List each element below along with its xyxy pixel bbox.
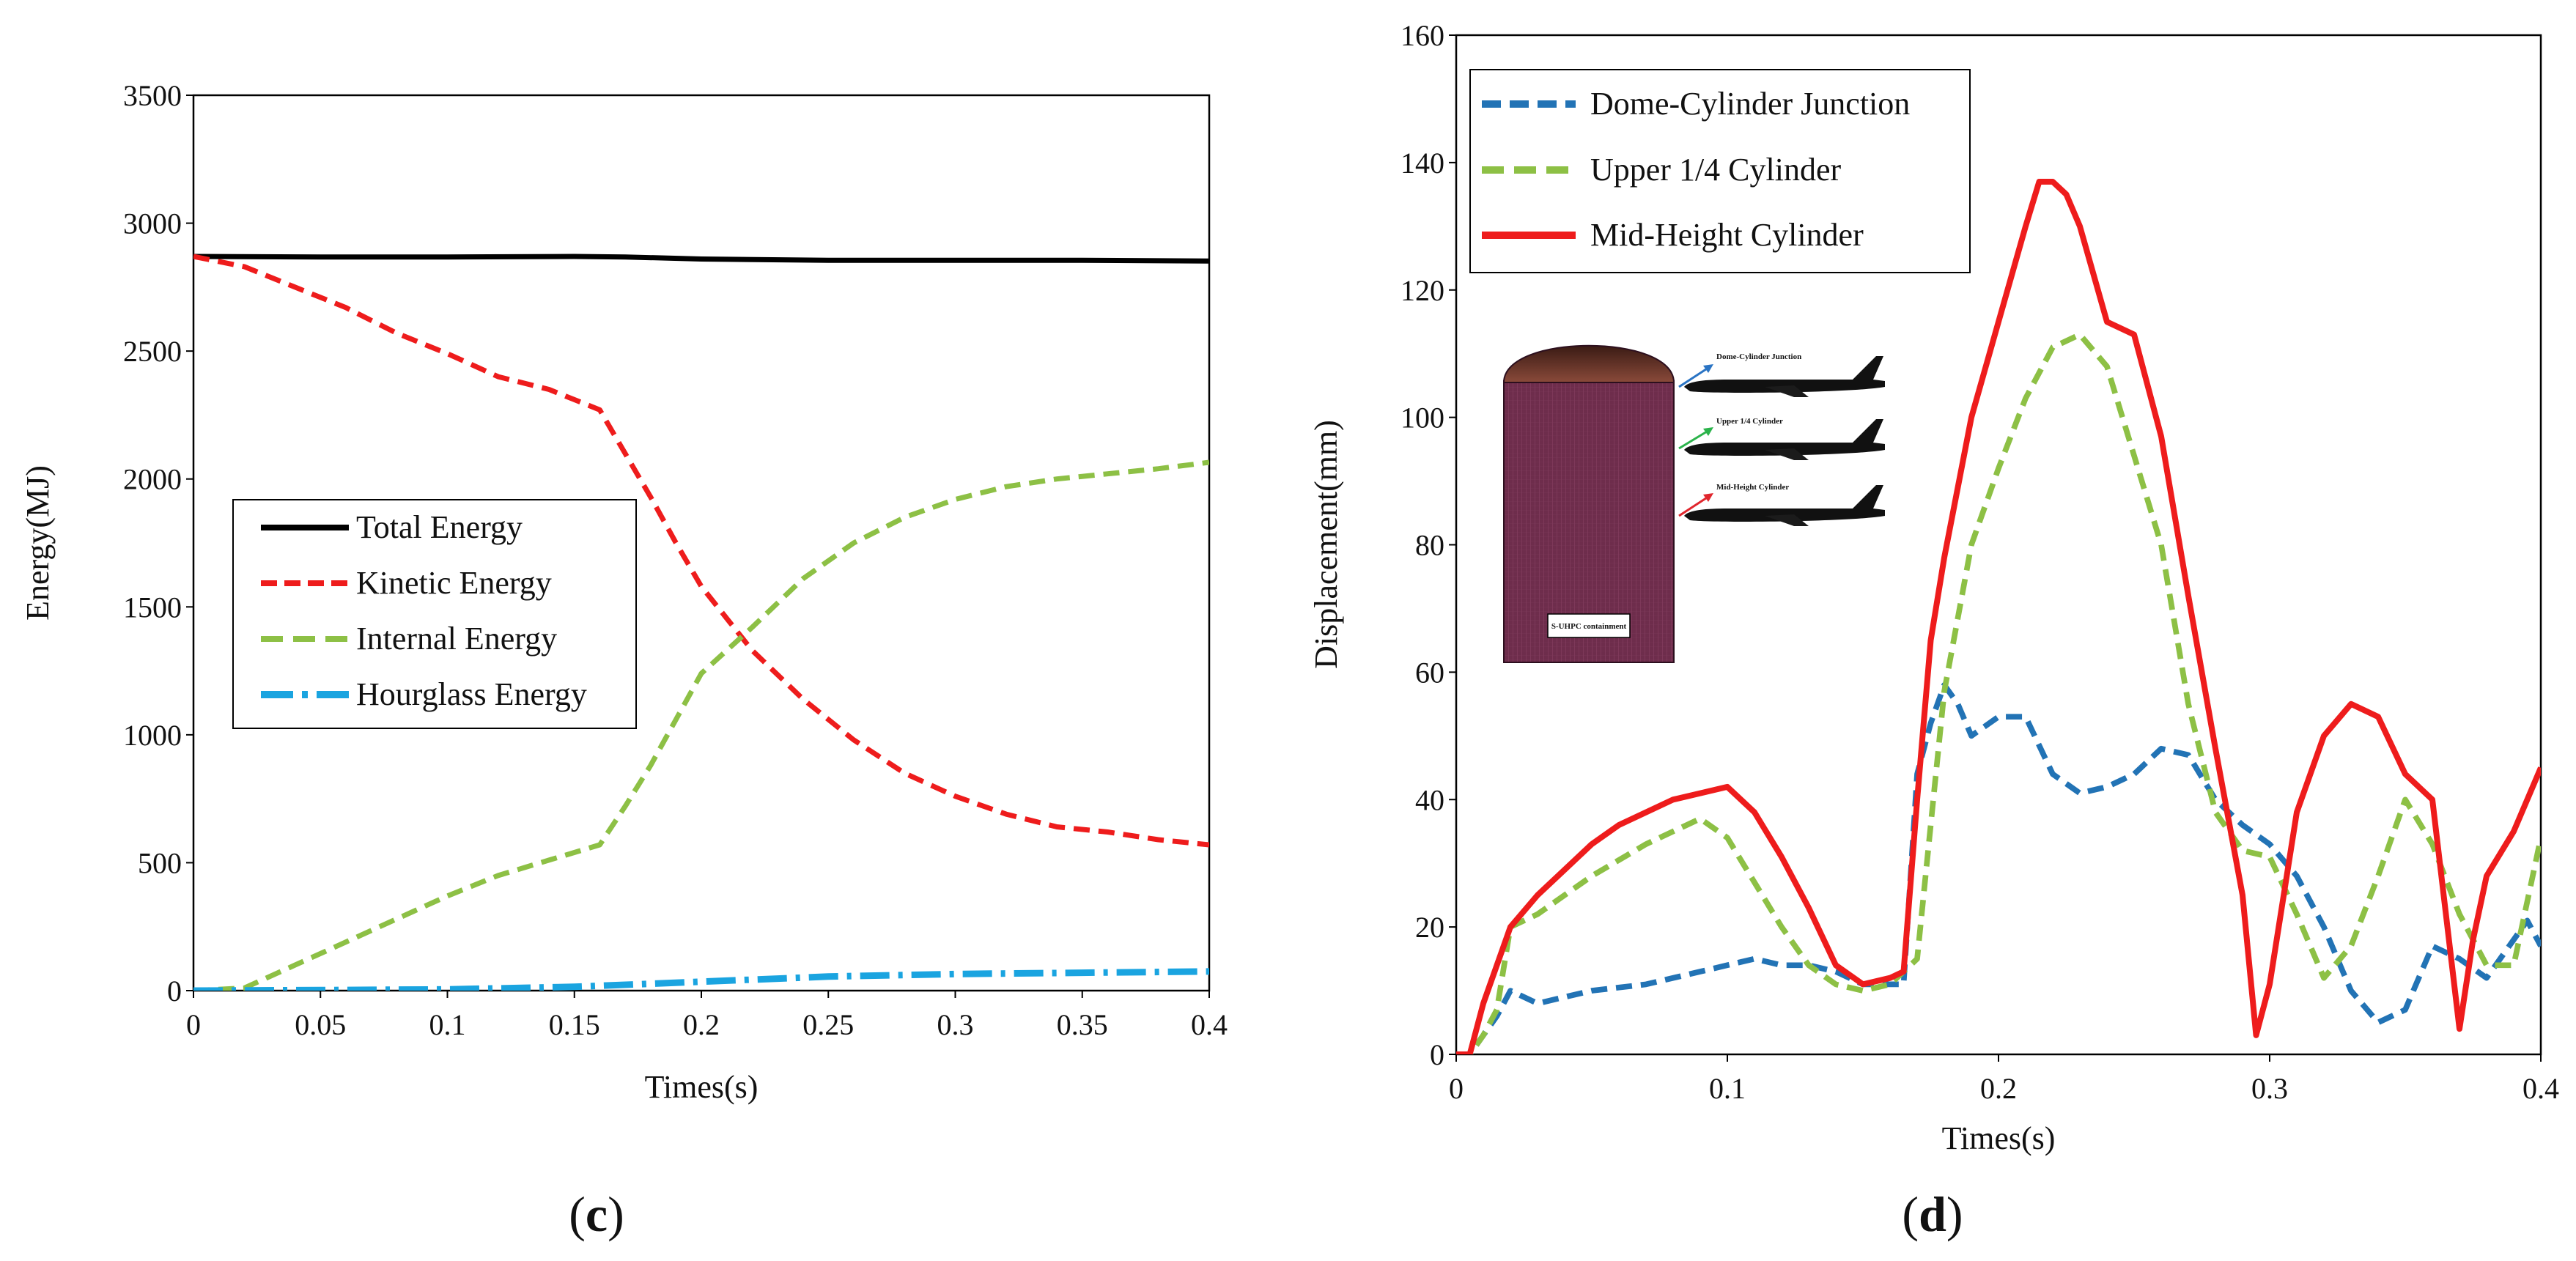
- aircraft-2-wing: [1765, 448, 1809, 460]
- y-tick-label: 2500: [123, 335, 182, 368]
- legend-label-upper-quarter-cylinder: Upper 1/4 Cylinder: [1590, 152, 1842, 188]
- aircraft-label-mid-height-cylinder: Mid-Height Cylinder: [1716, 483, 1789, 492]
- y-axis-label: Energy(MJ): [20, 465, 56, 621]
- panel-label-c: (c): [569, 1186, 624, 1242]
- aircraft-label-upper-quarter-cylinder: Upper 1/4 Cylinder: [1716, 417, 1783, 426]
- y-axis-ticks: 0 20 40 60 80 100 120 140 160: [1400, 19, 1456, 1071]
- y-tick-label: 500: [138, 846, 182, 879]
- y-tick-label: 160: [1400, 19, 1444, 52]
- series-line-kinetic-energy: [193, 254, 1209, 848]
- x-axis-ticks: 0 0.1 0.2 0.3 0.4: [1449, 1054, 2559, 1105]
- x-axis-label: Times(s): [645, 1069, 759, 1105]
- y-tick-label: 1500: [123, 591, 182, 624]
- y-tick-label: 1000: [123, 719, 182, 752]
- legend-box: [232, 499, 637, 729]
- displacement-chart: 0 20 40 60 80 100 120 140 160 0 0.1 0.2 0.3 0.4 Time…: [1308, 19, 2559, 1242]
- y-tick-label: 0: [167, 975, 182, 1007]
- arrow-mid-height-cylinder: [1678, 494, 1711, 517]
- y-tick-label: 3500: [123, 79, 182, 112]
- x-tick-label: 0.2: [683, 1008, 720, 1041]
- aircraft-1-wing: [1765, 385, 1809, 397]
- containment-dome: [1502, 344, 1675, 383]
- x-tick-label: 0.05: [295, 1008, 346, 1041]
- aircraft-3-wing: [1765, 514, 1809, 526]
- inset-illustration: S-UHPC containment Dome-Cylinder Junctio…: [1502, 344, 1885, 663]
- x-tick-label: 0: [186, 1008, 201, 1041]
- arrow-dome-cylinder-junction: [1678, 365, 1711, 388]
- y-tick-label: 100: [1400, 402, 1444, 434]
- aircraft-3-fuselage: [1684, 485, 1885, 522]
- series-line-upper-1-4-cylinder: [1456, 331, 2541, 1054]
- x-tick-label: 0: [1449, 1072, 1464, 1105]
- series-line-hourglass-energy: [193, 968, 1209, 991]
- x-tick-label: 0.3: [2251, 1072, 2288, 1105]
- legend-label-dome-cylinder-junction: Dome-Cylinder Junction: [1590, 86, 1910, 122]
- aircraft-2-fuselage: [1684, 419, 1885, 456]
- containment-label-box: [1547, 613, 1631, 638]
- y-tick-label: 0: [1430, 1038, 1444, 1071]
- series-line-total-energy: [193, 254, 1209, 264]
- legend-label-hourglass-energy: Hourglass Energy: [356, 676, 587, 712]
- aircraft-1-fuselage: [1684, 356, 1885, 393]
- x-tick-label: 0.4: [1191, 1008, 1228, 1041]
- legend: Total Energy Kinetic Energy Internal Ene…: [232, 499, 637, 729]
- x-tick-label: 0.3: [937, 1008, 974, 1041]
- aircraft-label-dome-cylinder-junction: Dome-Cylinder Junction: [1716, 352, 1801, 361]
- y-tick-label: 40: [1415, 783, 1444, 816]
- x-tick-label: 0.1: [1709, 1072, 1746, 1105]
- series-line-mid-height-cylinder: [1456, 179, 2541, 1054]
- y-tick-label: 80: [1415, 529, 1444, 562]
- x-tick-label: 0.15: [549, 1008, 600, 1041]
- aircraft-3: [1684, 485, 1885, 526]
- series-group: [193, 254, 1209, 991]
- x-tick-label: 0.2: [1980, 1072, 2017, 1105]
- legend: Dome-Cylinder Junction Upper 1/4 Cylinde…: [1469, 69, 1971, 273]
- y-tick-label: 20: [1415, 911, 1444, 944]
- series-line-internal-energy: [193, 459, 1209, 991]
- x-tick-label: 0.35: [1057, 1008, 1108, 1041]
- y-tick-label: 2000: [123, 463, 182, 496]
- y-tick-label: 60: [1415, 656, 1444, 689]
- y-tick-label: 120: [1400, 274, 1444, 307]
- y-tick-label: 140: [1400, 147, 1444, 180]
- x-axis-ticks: 0 0.05 0.1 0.15 0.2 0.25 0.3 0.35 0.4: [186, 991, 1228, 1041]
- panel-label-d: (d): [1902, 1186, 1963, 1242]
- legend-label-total-energy: Total Energy: [356, 509, 523, 545]
- aircraft-2: [1684, 419, 1885, 460]
- x-tick-label: 0.4: [2523, 1072, 2559, 1105]
- containment-label: S-UHPC containment: [1551, 622, 1627, 631]
- arrowhead-mid-height-cylinder: [1703, 493, 1713, 502]
- x-tick-label: 0.1: [429, 1008, 466, 1041]
- x-tick-label: 0.25: [802, 1008, 854, 1041]
- y-axis-label: Displacement(mm): [1308, 420, 1344, 669]
- arrowhead-upper-quarter-cylinder: [1703, 427, 1713, 436]
- arrowhead-dome-cylinder-junction: [1703, 364, 1713, 373]
- y-axis-ticks: 0 500 1000 1500 2000 2500 3000 3500: [123, 79, 193, 1007]
- legend-label-internal-energy: Internal Energy: [356, 621, 557, 657]
- x-axis-label: Times(s): [1942, 1120, 2056, 1156]
- arrow-upper-quarter-cylinder: [1678, 428, 1711, 450]
- y-tick-label: 3000: [123, 207, 182, 240]
- legend-label-mid-height-cylinder: Mid-Height Cylinder: [1590, 217, 1864, 253]
- series-line-dome-cylinder-junction: [1456, 681, 2541, 1054]
- energy-chart: 0 500 1000 1500 2000 2500 3000 3500 0 0.05 0.1 0.1…: [20, 79, 1228, 1242]
- series-group: [1456, 179, 2541, 1054]
- aircraft-1: [1684, 356, 1885, 397]
- legend-label-kinetic-energy: Kinetic Energy: [356, 565, 552, 601]
